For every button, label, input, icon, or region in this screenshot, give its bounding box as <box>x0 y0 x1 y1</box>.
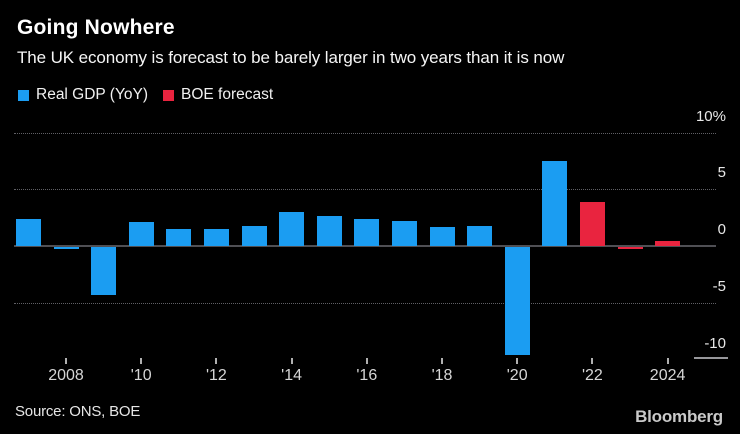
gridline-10 <box>14 132 716 134</box>
chart-title: Going Nowhere <box>17 16 175 39</box>
y-axis-label: 10% <box>695 107 726 125</box>
x-axis-label: '14 <box>281 367 303 384</box>
legend-swatch-red <box>163 89 174 101</box>
bar-2012 <box>203 229 229 246</box>
x-axis-tick <box>140 358 143 364</box>
x-axis-label: '22 <box>581 367 603 384</box>
y-axis-label: 0 <box>717 221 726 238</box>
legend-label-real-gdp: Real GDP (YoY) <box>36 86 148 103</box>
bloomberg-logo: Bloomberg <box>635 407 723 426</box>
bar-2022 <box>579 202 605 246</box>
bar-2015 <box>316 216 342 246</box>
bar-2013 <box>241 226 267 246</box>
x-axis-tick <box>666 358 669 364</box>
bar-2009 <box>91 247 117 295</box>
legend-swatch-blue <box>18 89 29 101</box>
x-axis-tick <box>65 358 67 364</box>
bar-2007 <box>15 219 41 246</box>
x-axis-label: '18 <box>431 367 453 384</box>
bar-2020 <box>504 247 530 355</box>
x-axis-label: '12 <box>205 367 227 384</box>
bar-2014 <box>279 212 305 246</box>
bar-2011 <box>166 229 192 246</box>
y-axis-label: -5 <box>712 277 726 295</box>
y-axis-label: -10 <box>704 334 726 352</box>
legend-label-boe-forecast: BOE forecast <box>181 86 274 103</box>
x-axis-label: '10 <box>130 367 152 384</box>
x-axis-tick <box>441 358 443 364</box>
bar-2010 <box>128 222 154 246</box>
legend: Real GDP (YoY) BOE forecast <box>18 86 273 104</box>
x-axis-label: '16 <box>356 367 378 384</box>
chart-subtitle: The UK economy is forecast to be barely … <box>17 48 565 67</box>
bar-2016 <box>354 219 380 246</box>
bar-2008 <box>53 247 79 249</box>
x-axis-tick <box>591 358 594 364</box>
zero-axis-line <box>14 245 716 247</box>
x-axis-tick <box>516 358 519 364</box>
bar-2024 <box>655 241 681 246</box>
x-axis-label: '20 <box>506 367 528 384</box>
bar-2021 <box>542 161 568 246</box>
x-axis-tick <box>365 358 368 364</box>
x-axis-tick <box>290 358 293 364</box>
legend-item-boe-forecast: BOE forecast <box>163 86 273 104</box>
axis-end-cap <box>694 357 728 359</box>
x-axis-label: 2024 <box>649 367 686 384</box>
gridline-5 <box>14 189 716 191</box>
source-note: Source: ONS, BOE <box>15 403 141 420</box>
legend-item-real-gdp: Real GDP (YoY) <box>18 86 148 104</box>
bar-2018 <box>429 227 455 246</box>
bar-2019 <box>467 226 493 246</box>
gridline--5 <box>14 302 716 304</box>
bar-2023 <box>617 247 643 249</box>
y-axis-label: 5 <box>717 164 726 182</box>
bar-2017 <box>391 221 417 246</box>
x-axis-tick <box>215 358 218 364</box>
x-axis-label: 2008 <box>48 367 84 384</box>
